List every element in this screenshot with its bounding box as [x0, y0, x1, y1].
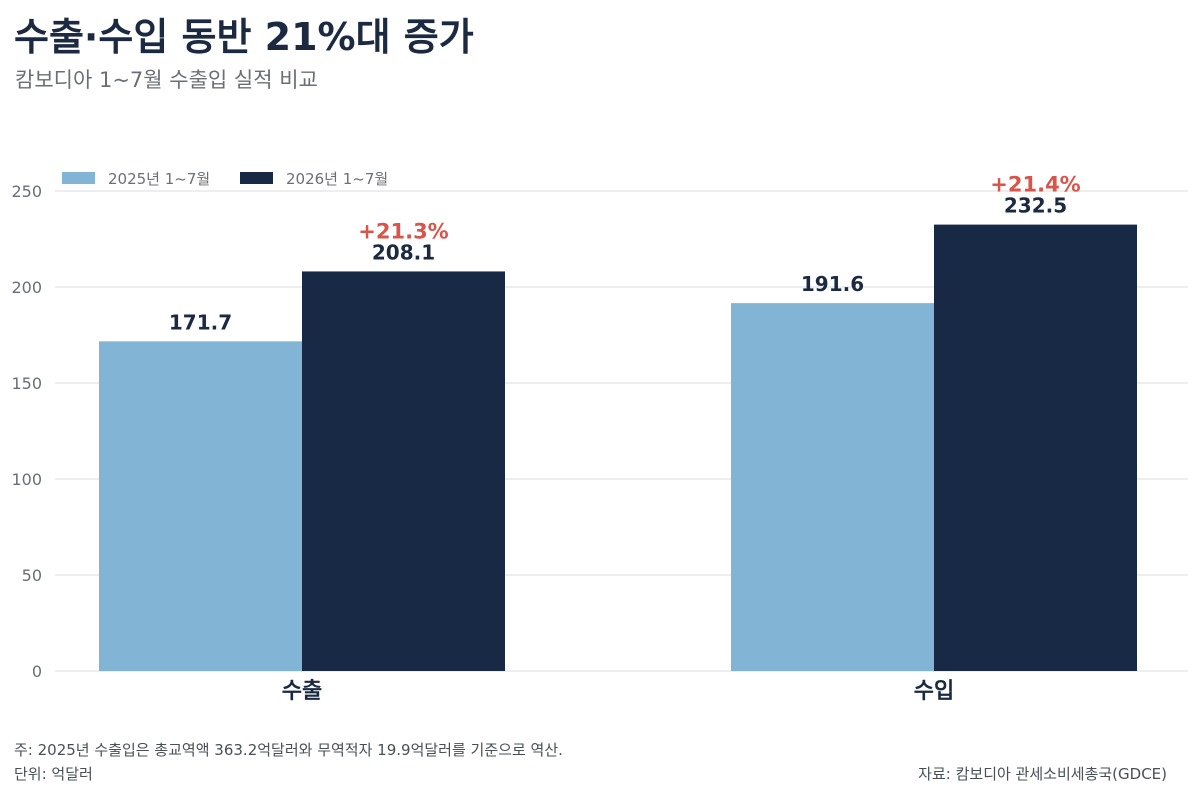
legend-label: 2025년 1~7월 [108, 170, 210, 188]
change-label: +21.4% [990, 173, 1080, 197]
change-label: +21.3% [358, 219, 448, 243]
x-category-label: 수출 [282, 679, 322, 704]
bar-1-1 [934, 224, 1137, 671]
legend: 2025년 1~7월 2026년 1~7월 [62, 170, 388, 188]
unit-note: 단위: 억달러 [14, 765, 93, 783]
bar-1-0 [731, 303, 934, 671]
y-axis: 0 50 100 150 200 250 [11, 182, 42, 681]
value-label: 171.7 [169, 310, 232, 334]
legend-swatch [62, 172, 95, 184]
chart-title: 수출·수입 동반 21%대 증가 [14, 15, 474, 59]
value-label: 208.1 [372, 240, 435, 264]
y-tick-label: 150 [11, 374, 42, 393]
x-category-label: 수입 [914, 679, 954, 704]
y-tick-label: 200 [11, 278, 42, 297]
bar-chart: 0 50 100 150 200 250 171.7 208.1+21.3% 191.6 232… [11, 170, 1188, 704]
value-label: 232.5 [1004, 194, 1067, 218]
bar-0-1 [302, 271, 505, 671]
bars [99, 224, 1137, 671]
y-tick-label: 0 [32, 662, 42, 681]
bar-0-0 [99, 341, 302, 671]
source-note: 자료: 캄보디아 관세소비세총국(GDCE) [918, 765, 1167, 783]
y-tick-label: 50 [22, 566, 42, 585]
y-tick-label: 100 [11, 470, 42, 489]
legend-label: 2026년 1~7월 [286, 170, 388, 188]
y-tick-label: 250 [11, 182, 42, 201]
footnote: 주: 2025년 수출입은 총교역액 363.2억달러와 무역적자 19.9억달… [14, 741, 563, 759]
value-labels: 171.7 208.1+21.3% 191.6 232.5+21.4% [169, 173, 1081, 335]
x-axis: 수출 수입 [282, 679, 954, 704]
legend-swatch [240, 172, 273, 184]
chart-subtitle: 캄보디아 1~7월 수출입 실적 비교 [15, 68, 318, 92]
value-label: 191.6 [801, 272, 864, 296]
